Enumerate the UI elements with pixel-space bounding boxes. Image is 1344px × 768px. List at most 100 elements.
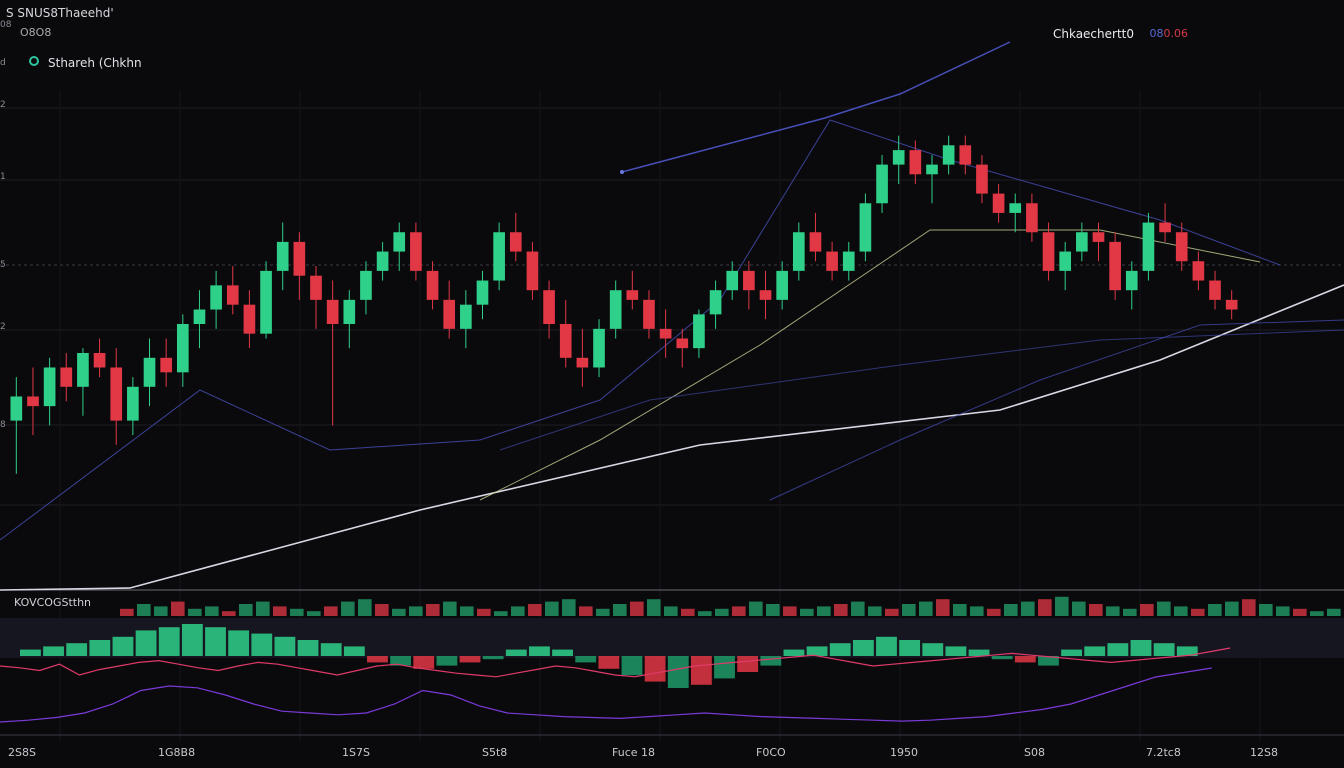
histogram-bar xyxy=(737,656,759,672)
candle-body xyxy=(776,270,788,300)
candle-body xyxy=(1209,280,1221,300)
trendline-channel xyxy=(0,119,1281,541)
volume-bar xyxy=(358,599,372,616)
candle-body xyxy=(360,270,372,300)
volume-bar xyxy=(936,599,950,616)
volume-bar xyxy=(647,599,661,616)
candle-body xyxy=(160,357,172,373)
histogram-bar xyxy=(482,656,504,660)
y-tick-label: 2 xyxy=(0,322,6,332)
trendline-mid xyxy=(499,329,1344,451)
candle-body xyxy=(759,290,772,300)
candle-body xyxy=(609,290,622,329)
candles xyxy=(10,135,1238,474)
volume-bar xyxy=(970,606,984,616)
volume-bar xyxy=(732,606,746,616)
candle-body xyxy=(260,270,272,334)
candle-body xyxy=(476,280,489,305)
histogram-bar xyxy=(783,649,805,656)
volume-bar xyxy=(239,604,253,616)
volume-bar xyxy=(885,608,899,616)
candle-body xyxy=(460,304,472,329)
candle-body xyxy=(792,232,805,271)
volume-bar xyxy=(613,604,627,616)
histogram-bar xyxy=(1153,643,1175,656)
x-tick-label: F0CO xyxy=(756,746,786,759)
histogram-bar xyxy=(251,633,273,656)
volume-bar xyxy=(1310,611,1324,616)
volume-bar xyxy=(868,606,882,616)
histogram-bar xyxy=(320,643,342,656)
x-tick-label: 12S8 xyxy=(1250,746,1278,759)
volume-bar xyxy=(1276,606,1290,616)
histogram-bar xyxy=(829,643,851,656)
histogram-bar xyxy=(598,656,620,669)
volume-label: KOVCOGStthn xyxy=(14,596,92,609)
legend-values: 080.06 xyxy=(1150,27,1189,40)
histogram-bar xyxy=(690,656,712,685)
volume-bar xyxy=(715,608,729,616)
candle-body xyxy=(1009,203,1022,213)
candle-body xyxy=(926,164,938,175)
candle-body xyxy=(1142,222,1155,271)
histogram-bar xyxy=(621,656,643,676)
candle-body xyxy=(77,352,89,387)
histogram-bar xyxy=(1176,646,1198,656)
candle-body xyxy=(593,328,605,368)
candle-body xyxy=(526,251,539,291)
candle-body xyxy=(443,299,456,329)
candle-body xyxy=(659,328,672,339)
volume-bar xyxy=(137,604,151,616)
histogram-bar xyxy=(667,656,689,688)
volume-bar xyxy=(851,601,865,616)
indicator-toggle[interactable] xyxy=(29,56,39,66)
volume-bar xyxy=(681,608,695,616)
x-tick-label: S5t8 xyxy=(482,746,508,759)
histogram-bar xyxy=(991,656,1013,660)
candle-body xyxy=(976,164,988,194)
candle-body xyxy=(193,309,206,325)
volume-bar xyxy=(766,604,780,616)
candle-body xyxy=(909,150,922,175)
candle-body xyxy=(1225,299,1238,310)
histogram-bar xyxy=(852,640,874,656)
histogram-bar xyxy=(505,649,527,656)
volume-bar xyxy=(1123,608,1137,616)
candle-body xyxy=(326,299,339,325)
candle-body xyxy=(559,324,572,358)
volume-bar xyxy=(1021,601,1035,616)
histogram-bar xyxy=(1014,656,1036,663)
volume-bar xyxy=(460,606,474,616)
candle-body xyxy=(876,164,888,204)
candle-body xyxy=(942,145,955,165)
histogram-bar xyxy=(1107,643,1129,656)
legend-label: Chkaechertt0 xyxy=(1052,27,1134,41)
candle-body xyxy=(676,338,689,349)
volume-bar xyxy=(120,608,134,616)
volume-bar xyxy=(1191,608,1205,616)
histogram-bar xyxy=(806,646,828,656)
y-tick-label: 1 xyxy=(0,172,6,182)
volume-bar xyxy=(375,604,389,616)
candle-body xyxy=(43,367,56,407)
indicator-name[interactable]: Sthareh (Chkhn xyxy=(48,56,142,70)
candle-body xyxy=(1159,222,1171,233)
trendline-lower xyxy=(769,319,1344,501)
histogram-bar xyxy=(1084,646,1106,656)
candle-body xyxy=(1026,203,1038,233)
volume-bar xyxy=(902,604,916,616)
candle-body xyxy=(393,232,406,252)
candle-body xyxy=(892,150,905,165)
volume-bar xyxy=(1242,599,1256,616)
candle-body xyxy=(293,241,306,276)
legend-value-a: 08 xyxy=(1149,27,1164,40)
candle-body xyxy=(176,324,189,373)
volume-bar xyxy=(987,608,1001,616)
candle-body xyxy=(1059,251,1072,271)
trend-lines xyxy=(0,41,1344,591)
histogram-bar xyxy=(552,649,573,656)
candle-body xyxy=(1109,241,1121,291)
volume-bar xyxy=(392,608,406,616)
volume-bar xyxy=(1140,604,1154,616)
volume-bar xyxy=(698,611,712,616)
